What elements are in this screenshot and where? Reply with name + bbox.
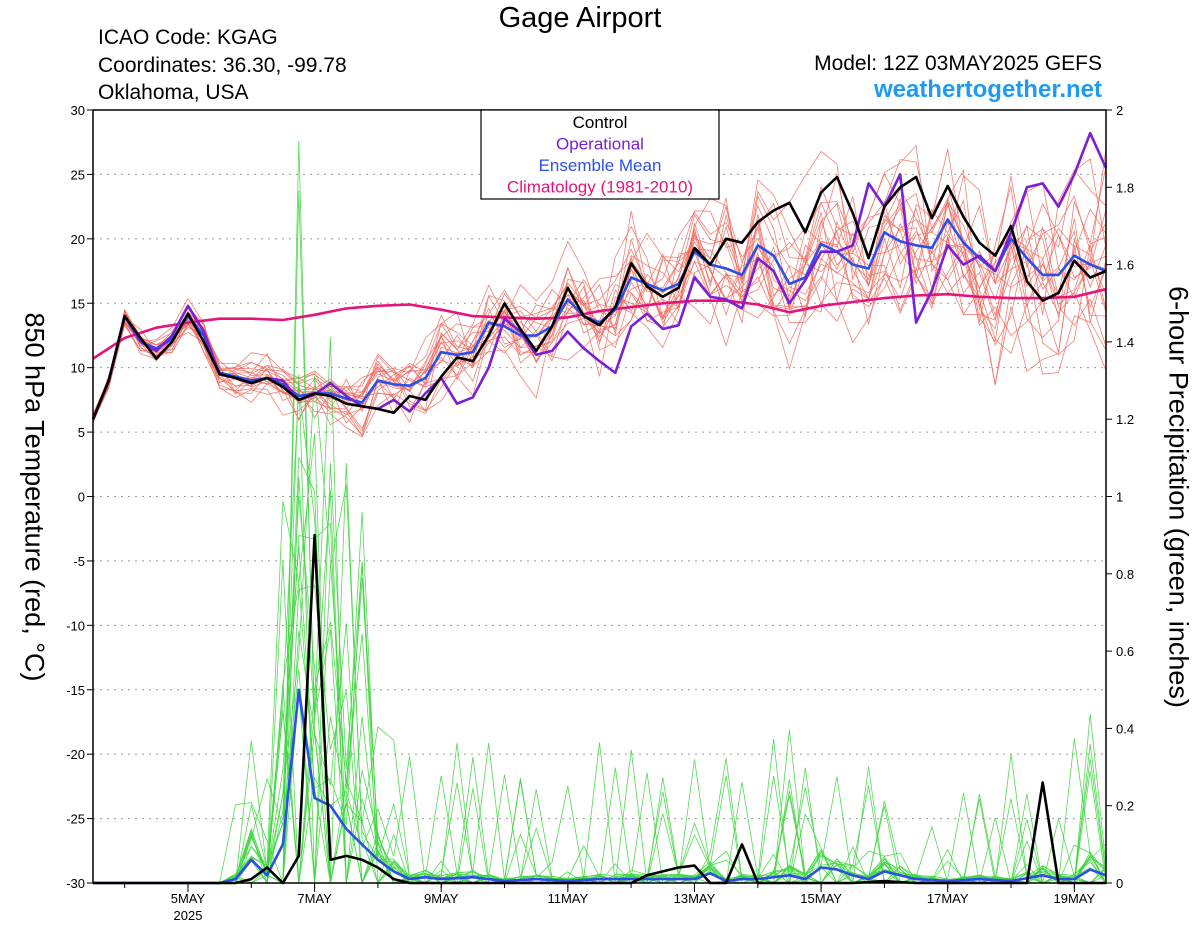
right-tick-label: 1.2 bbox=[1116, 412, 1134, 427]
right-tick-label: 0.4 bbox=[1116, 721, 1134, 736]
right-tick-label: 0.6 bbox=[1116, 644, 1134, 659]
x-tick-label: 5MAY bbox=[171, 891, 206, 906]
region: Oklahoma, USA bbox=[98, 81, 249, 104]
grid-lines bbox=[93, 173, 1106, 820]
right-tick-label: 1.8 bbox=[1116, 180, 1134, 195]
ensemble-precipitation-member bbox=[93, 375, 1107, 884]
left-tick-label: -30 bbox=[66, 876, 85, 891]
left-tick-label: 20 bbox=[71, 232, 85, 247]
ensemble-temperature-member bbox=[92, 175, 1107, 424]
control-temperature-line bbox=[91, 175, 1107, 420]
ensemble-precipitation-member bbox=[93, 484, 1107, 884]
left-tick-label: 15 bbox=[71, 296, 85, 311]
left-tick-label: 25 bbox=[71, 167, 85, 182]
control-precipitation-line bbox=[93, 533, 1106, 885]
x-tick-label: 17MAY bbox=[927, 891, 969, 906]
right-tick-label: 0.8 bbox=[1116, 567, 1134, 582]
axes: 302520151050-5-10-15-20-25-3021.81.61.41… bbox=[66, 103, 1134, 923]
ensemble-temperature-member bbox=[92, 173, 1107, 426]
coordinates: Coordinates: 36.30, -99.78 bbox=[98, 54, 347, 77]
ensemble-precipitation-member bbox=[93, 476, 1107, 884]
left-tick-label: -10 bbox=[66, 618, 85, 633]
x-tick-label: 7MAY bbox=[297, 891, 332, 906]
model-run: Model: 12Z 03MAY2025 GEFS bbox=[814, 52, 1102, 75]
ensemble-precipitation-member bbox=[93, 433, 1107, 884]
x-tick-label: 15MAY bbox=[800, 891, 842, 906]
left-tick-label: -25 bbox=[66, 812, 85, 827]
right-tick-label: 0.2 bbox=[1116, 799, 1134, 814]
ensemble-temperature-member bbox=[92, 220, 1107, 422]
left-tick-label: 5 bbox=[78, 425, 85, 440]
icao-code: ICAO Code: KGAG bbox=[98, 26, 278, 49]
climatology-temperature-line bbox=[92, 287, 1107, 360]
left-tick-label: -15 bbox=[66, 683, 85, 698]
page-title: Gage Airport bbox=[498, 2, 662, 34]
x-tick-label: 19MAY bbox=[1054, 891, 1096, 906]
ensemble-temperature-member bbox=[92, 186, 1107, 430]
ensemble-precipitation-member bbox=[93, 457, 1107, 884]
right-tick-label: 1 bbox=[1116, 490, 1123, 505]
right-tick-label: 1.6 bbox=[1116, 258, 1134, 273]
ensemble-temperature-member bbox=[92, 215, 1107, 437]
ensemble-mean-precipitation-line bbox=[93, 688, 1107, 885]
x-tick-label: 11MAY bbox=[547, 891, 588, 906]
site-link[interactable]: weathertogether.net bbox=[873, 76, 1102, 103]
x-tick-sublabel: 2025 bbox=[174, 908, 203, 923]
ensemble-temperature-member bbox=[92, 204, 1107, 422]
right-tick-label: 1.4 bbox=[1116, 335, 1134, 350]
legend-entry: Ensemble Mean bbox=[539, 156, 662, 175]
ensemble-precipitation-member bbox=[93, 500, 1107, 884]
left-tick-label: -20 bbox=[66, 747, 85, 762]
legend-entry: Operational bbox=[556, 135, 644, 154]
ensemble-precipitation-member bbox=[93, 387, 1107, 885]
left-tick-label: 0 bbox=[78, 490, 85, 505]
ensemble-precipitation-member bbox=[93, 522, 1107, 885]
legend-entry: Control bbox=[573, 113, 628, 132]
right-tick-label: 2 bbox=[1116, 103, 1123, 118]
ensemble-temperature-member bbox=[92, 148, 1107, 420]
legend-entry: Climatology (1981-2010) bbox=[507, 178, 693, 197]
legend: Control Operational Ensemble Mean Climatolo… bbox=[480, 109, 720, 200]
ensemble-precipitation-member bbox=[93, 374, 1107, 885]
right-tick-label: 0 bbox=[1116, 876, 1123, 891]
x-tick-label: 9MAY bbox=[424, 891, 459, 906]
x-tick-label: 13MAY bbox=[674, 891, 716, 906]
left-tick-label: 10 bbox=[71, 361, 85, 376]
legend-box bbox=[480, 109, 720, 200]
left-tick-label: -5 bbox=[73, 554, 85, 569]
ensemble-precipitation-member bbox=[93, 545, 1107, 885]
left-tick-label: 30 bbox=[71, 103, 85, 118]
